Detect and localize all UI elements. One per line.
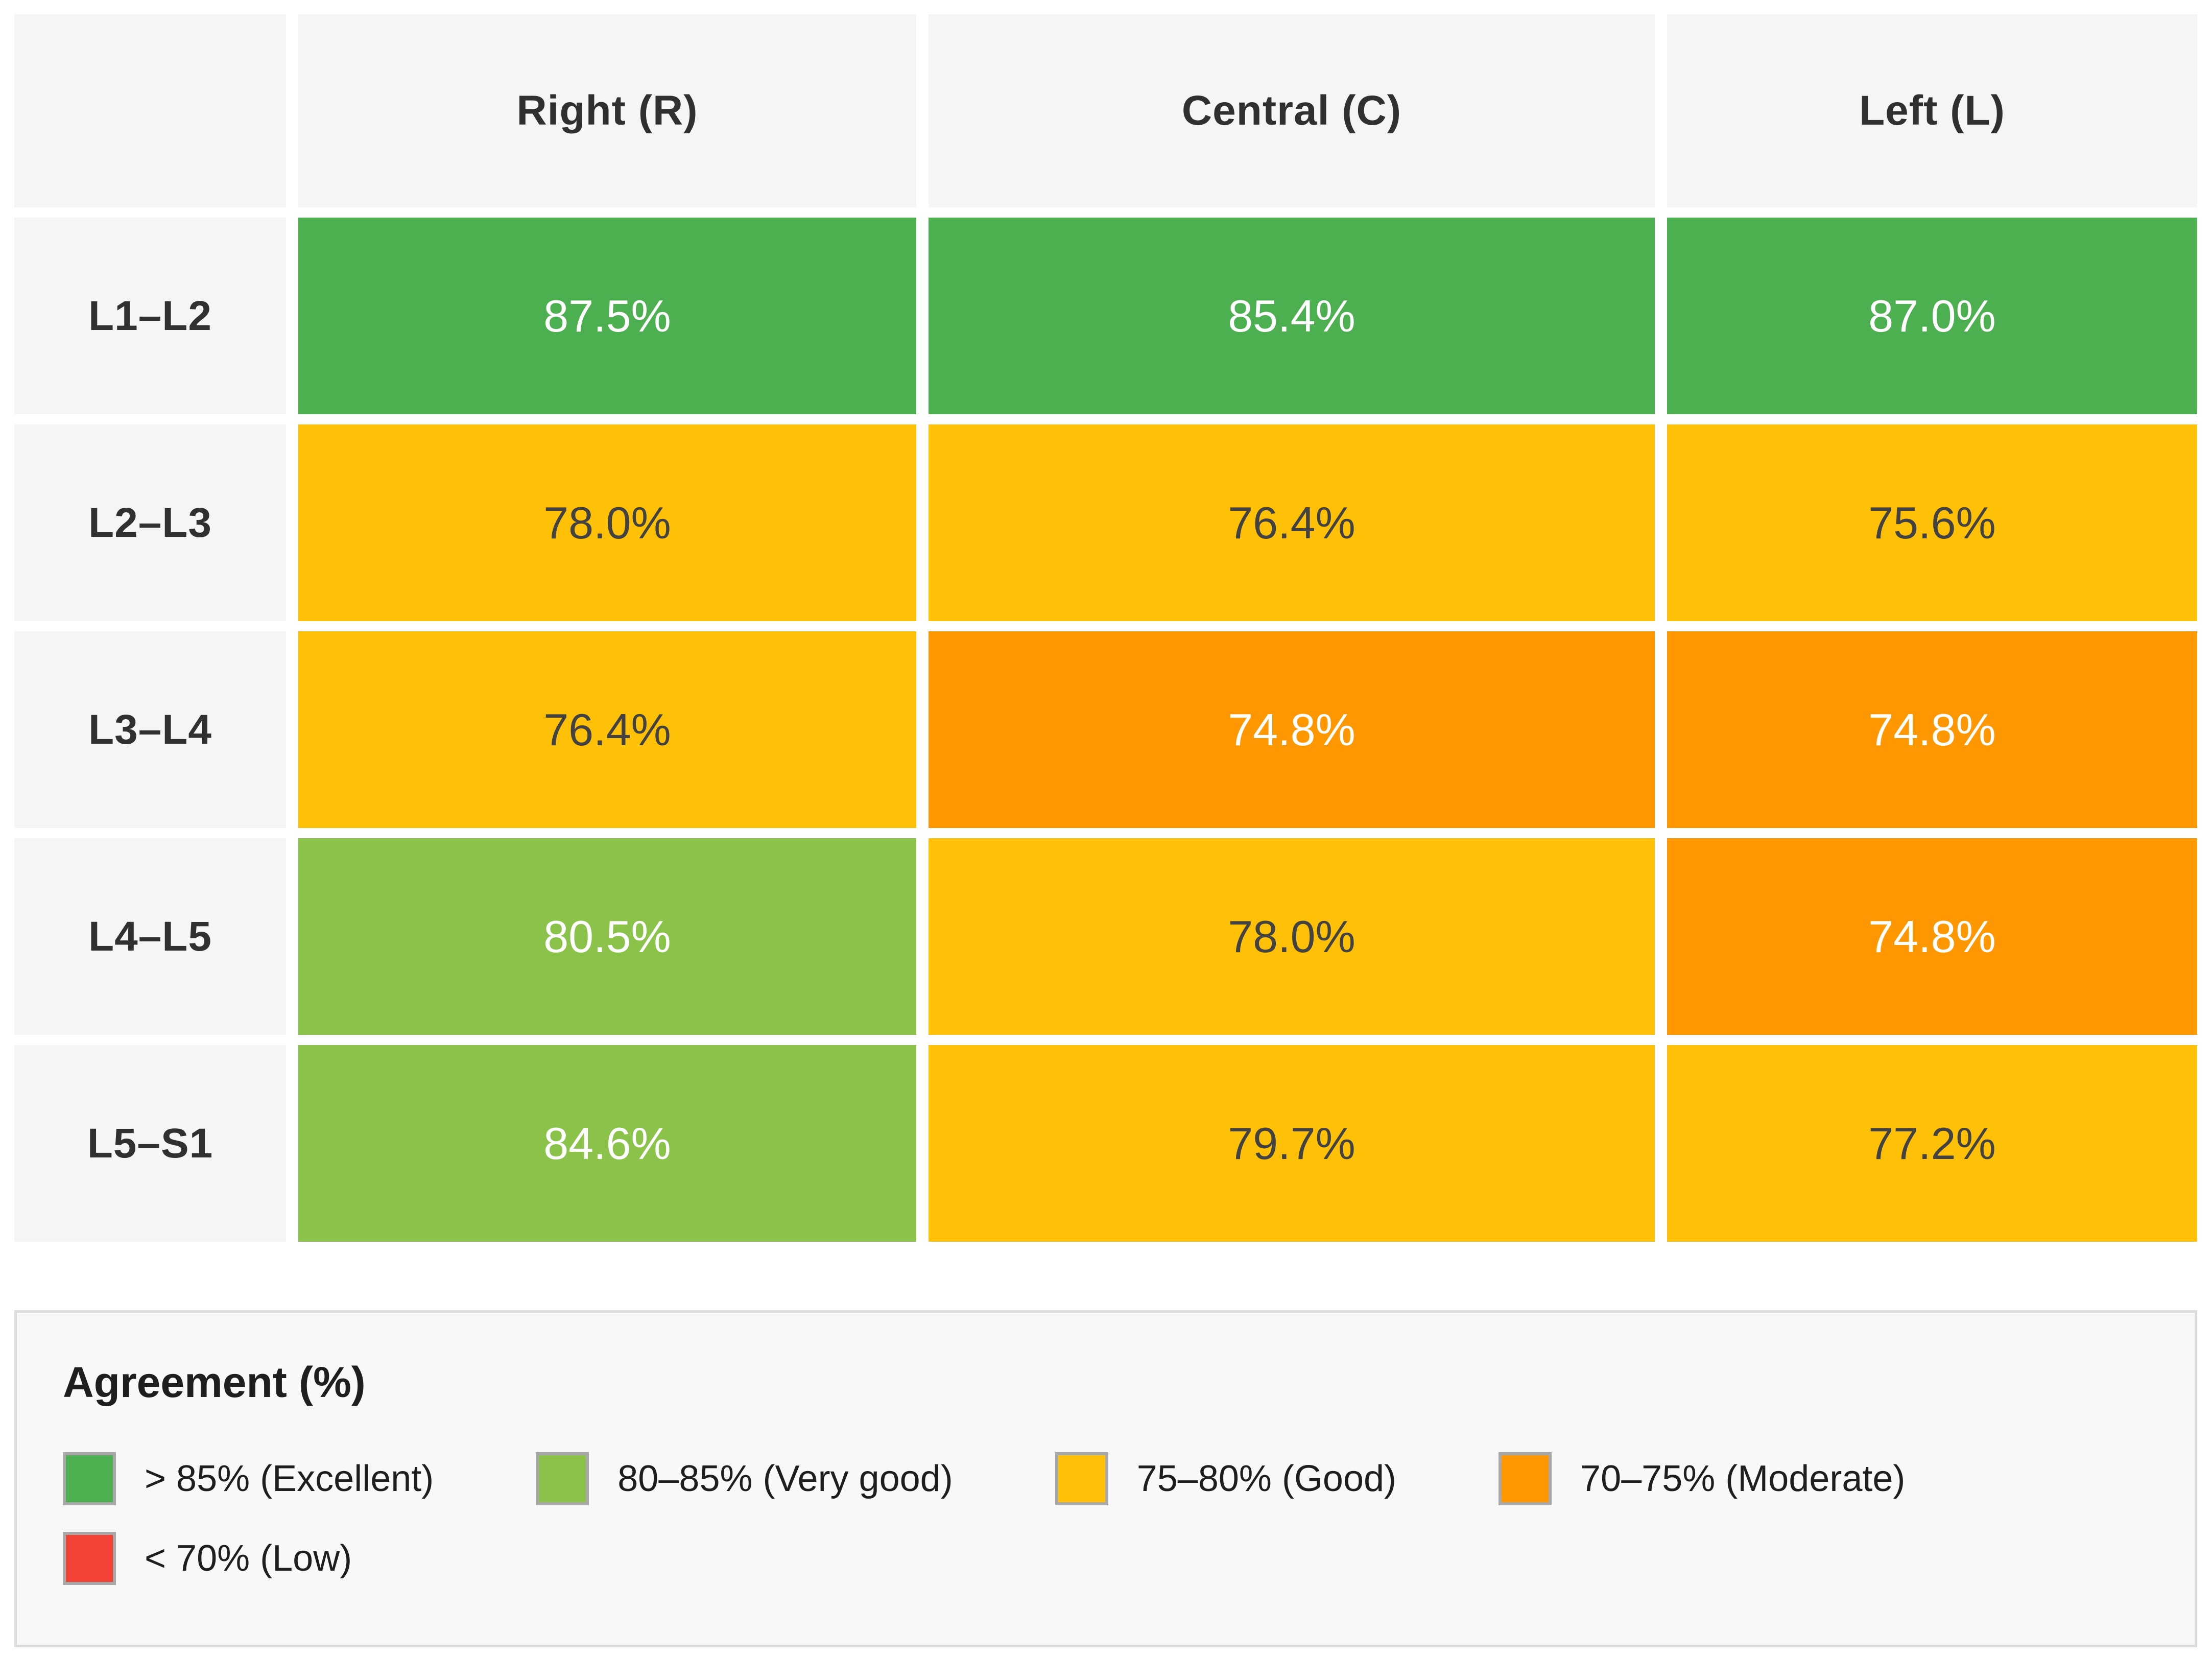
heatmap-cell-l4l5-central: 78.0% <box>929 838 1655 1035</box>
column-header-right: Right (R) <box>298 14 916 207</box>
legend-item-excellent: > 85% (Excellent) <box>63 1452 434 1505</box>
heatmap-cell-l2l3-left: 75.6% <box>1667 424 2197 621</box>
very-good-color-swatch-icon <box>536 1452 589 1505</box>
excellent-color-swatch-icon <box>63 1452 116 1505</box>
row-label-l2-l3: L2–L3 <box>14 424 286 621</box>
corner-cell <box>14 14 286 207</box>
legend-item-label: 75–80% (Good) <box>1136 1458 1397 1499</box>
heatmap-cell-l1l2-central: 85.4% <box>929 218 1655 414</box>
heatmap-cell-l2l3-right: 78.0% <box>298 424 916 621</box>
legend-item-label: < 70% (Low) <box>145 1538 352 1579</box>
row-label-l5-s1: L5–S1 <box>14 1045 286 1242</box>
legend-row-1: > 85% (Excellent) 80–85% (Very good) 75–… <box>63 1452 2149 1505</box>
row-label-l4-l5: L4–L5 <box>14 838 286 1035</box>
column-header-central: Central (C) <box>929 14 1655 207</box>
heatmap-cell-l5s1-left: 77.2% <box>1667 1045 2197 1242</box>
agreement-heatmap-table: Right (R) Central (C) Left (L) L1–L2 87.… <box>14 14 2197 1242</box>
legend-item-label: > 85% (Excellent) <box>145 1458 434 1499</box>
heatmap-cell-l5s1-right: 84.6% <box>298 1045 916 1242</box>
heatmap-cell-l1l2-left: 87.0% <box>1667 218 2197 414</box>
low-color-swatch-icon <box>63 1532 116 1585</box>
legend-item-very-good: 80–85% (Very good) <box>536 1452 953 1505</box>
heatmap-cell-l1l2-right: 87.5% <box>298 218 916 414</box>
legend-title: Agreement (%) <box>63 1358 366 1406</box>
legend-panel: Agreement (%) > 85% (Excellent) 80–85% (… <box>14 1310 2197 1647</box>
heatmap-cell-l4l5-left: 74.8% <box>1667 838 2197 1035</box>
legend-item-label: 80–85% (Very good) <box>617 1458 953 1499</box>
legend-row-2: < 70% (Low) <box>63 1532 2149 1585</box>
legend-item-good: 75–80% (Good) <box>1055 1452 1396 1505</box>
heatmap-cell-l3l4-central: 74.8% <box>929 631 1655 828</box>
heatmap-cell-l4l5-right: 80.5% <box>298 838 916 1035</box>
heatmap-cell-l2l3-central: 76.4% <box>929 424 1655 621</box>
legend-item-moderate: 70–75% (Moderate) <box>1499 1452 1905 1505</box>
row-label-l3-l4: L3–L4 <box>14 631 286 828</box>
column-header-left: Left (L) <box>1667 14 2197 207</box>
moderate-color-swatch-icon <box>1499 1452 1552 1505</box>
good-color-swatch-icon <box>1055 1452 1108 1505</box>
row-label-l1-l2: L1–L2 <box>14 218 286 414</box>
legend-item-low: < 70% (Low) <box>63 1532 352 1585</box>
heatmap-cell-l3l4-right: 76.4% <box>298 631 916 828</box>
legend-item-label: 70–75% (Moderate) <box>1580 1458 1906 1499</box>
heatmap-cell-l5s1-central: 79.7% <box>929 1045 1655 1242</box>
heatmap-cell-l3l4-left: 74.8% <box>1667 631 2197 828</box>
